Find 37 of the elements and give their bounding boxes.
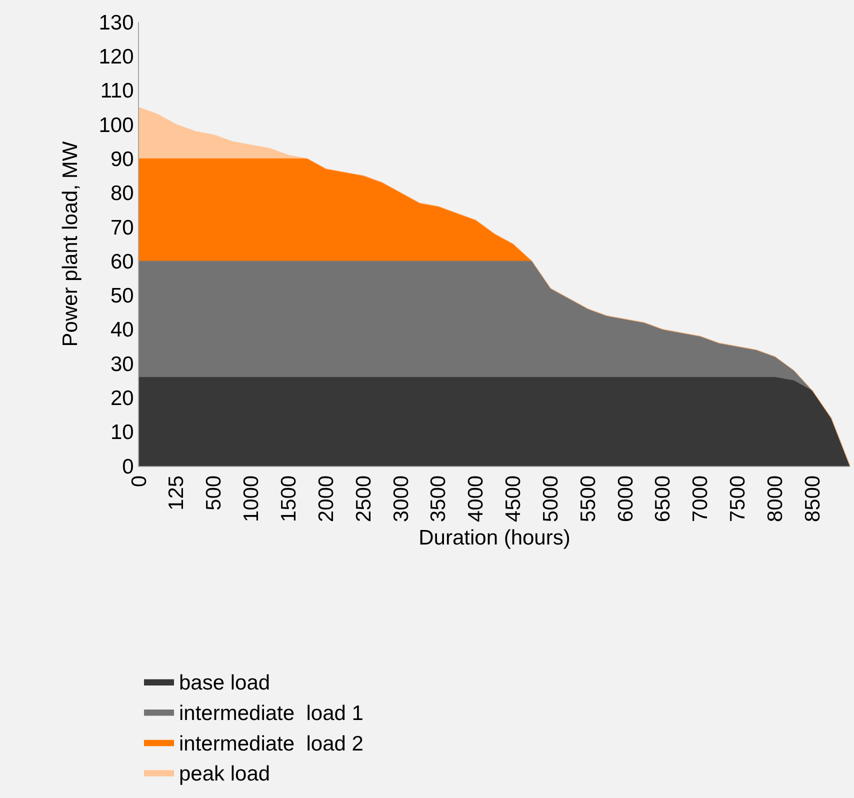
x-tick-label: 3500 — [427, 475, 450, 522]
x-tick-label: 3000 — [390, 475, 413, 522]
y-tick-label: 70 — [110, 216, 134, 240]
y-tick-label: 20 — [110, 387, 134, 410]
x-tick-label: 6000 — [614, 475, 638, 522]
x-tick-label: 8000 — [764, 475, 787, 522]
x-tick-label: 125 — [165, 475, 188, 510]
x-tick-label: 1000 — [240, 475, 264, 522]
legend-label: intermediate load 2 — [179, 732, 364, 756]
x-tick-label: 5000 — [539, 475, 562, 522]
x-tick-label: 8500 — [801, 475, 824, 522]
x-tick-label: 1500 — [278, 475, 301, 522]
x-tick-label: 4000 — [464, 475, 488, 522]
y-tick-label: 100 — [98, 114, 134, 137]
x-tick-label: 2000 — [314, 475, 338, 522]
x-tick-label: 500 — [202, 475, 226, 510]
y-tick-label: 40 — [110, 318, 134, 342]
y-tick-label: 10 — [110, 421, 134, 444]
y-axis-title: Power plant load, MW — [58, 141, 82, 347]
legend-label: peak load — [179, 762, 270, 786]
x-tick-label: 2500 — [352, 475, 376, 522]
legend-label: base load — [179, 672, 270, 695]
x-tick-label: 5500 — [576, 475, 600, 522]
x-tick-label: 4500 — [502, 475, 526, 522]
y-tick-label: 30 — [110, 352, 134, 376]
y-tick-label: 110 — [100, 80, 134, 103]
y-tick-label: 90 — [110, 148, 134, 171]
y-tick-label: 60 — [110, 250, 134, 274]
legend-label: intermediate load 1 — [179, 702, 364, 725]
y-tick-label: 50 — [110, 284, 134, 308]
y-tick-label: 130 — [98, 11, 134, 34]
y-tick-label: 120 — [98, 46, 134, 68]
x-tick-label: 6500 — [652, 475, 675, 522]
x-tick-label: 7000 — [689, 475, 712, 522]
x-tick-label: 7500 — [726, 475, 750, 522]
y-tick-label: 80 — [110, 182, 134, 206]
x-axis-title: Duration (hours) — [418, 526, 570, 550]
